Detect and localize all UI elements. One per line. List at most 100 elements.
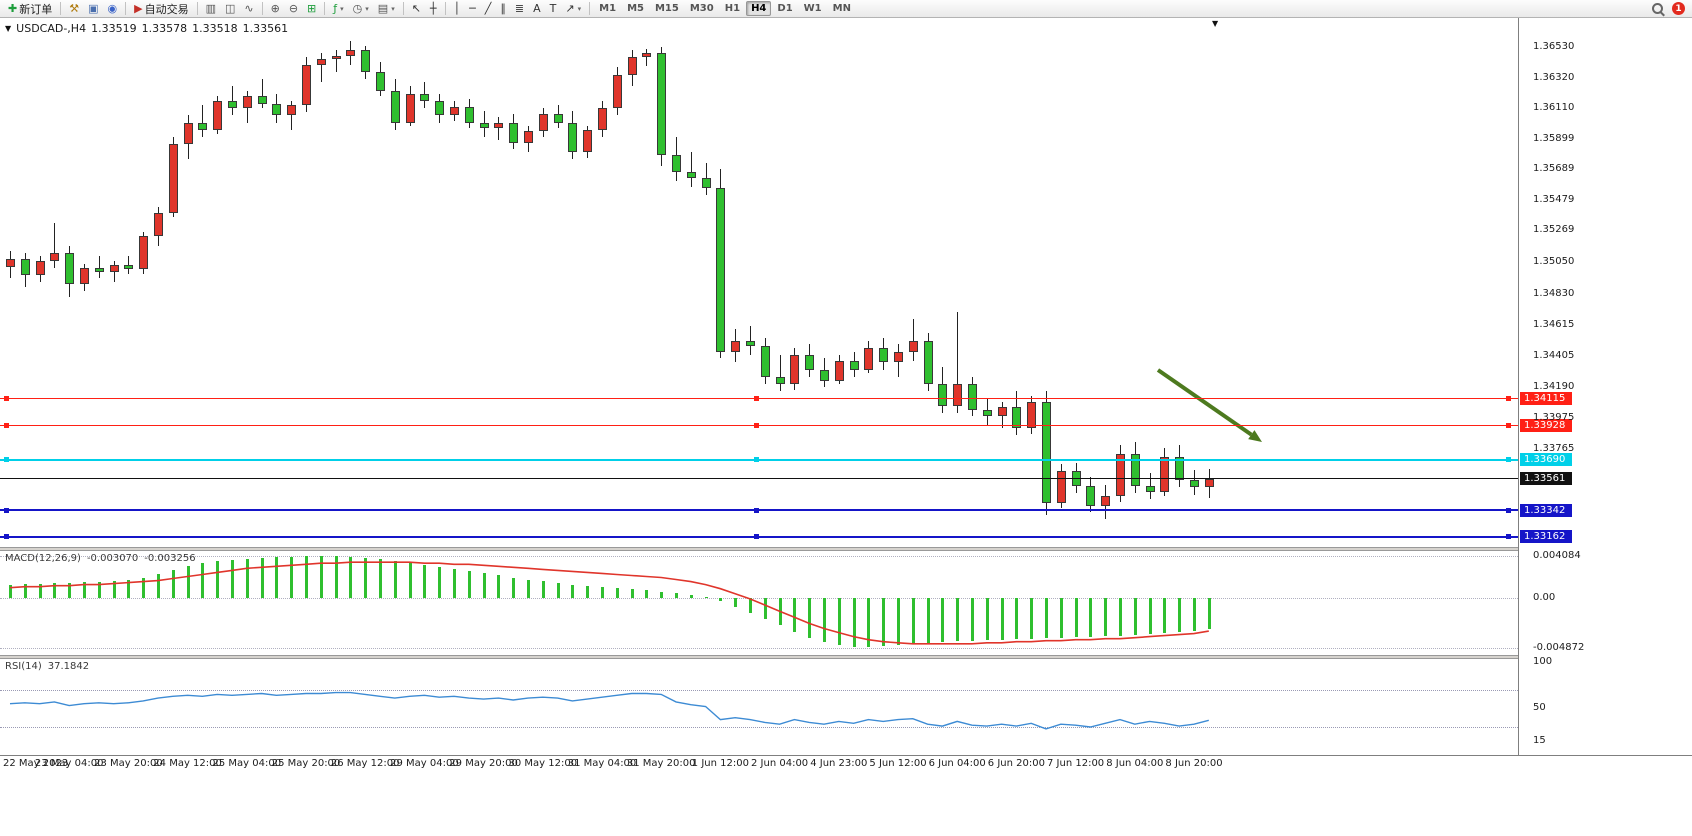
- new-chart-button[interactable]: ▣: [84, 0, 102, 18]
- trend-arrow-object[interactable]: [0, 18, 1518, 547]
- zoom-in-button[interactable]: ⊕: [267, 0, 284, 18]
- line-handle[interactable]: [1506, 457, 1511, 463]
- pane-separator[interactable]: [0, 655, 1692, 659]
- notification-badge[interactable]: 1: [1672, 2, 1685, 15]
- horizontal-line-object[interactable]: [0, 397, 1518, 399]
- price-tag: 1.33690: [1520, 453, 1572, 467]
- horizontal-line-object[interactable]: [0, 458, 1518, 461]
- macd-histogram-bar: [453, 569, 456, 598]
- price-axis-label: 1.34830: [1533, 288, 1575, 300]
- tf-button-m1[interactable]: M1: [599, 3, 617, 14]
- line-handle[interactable]: [1506, 422, 1511, 428]
- candle: [228, 100, 237, 109]
- macd-histogram-bar: [157, 574, 160, 598]
- macd-axis-label: -0.004872: [1533, 641, 1585, 653]
- zoom-out-button[interactable]: ⊖: [285, 0, 302, 18]
- candle: [390, 90, 400, 123]
- chart-tools-button[interactable]: ⚒: [65, 0, 83, 18]
- tf-button-m5[interactable]: M5: [627, 3, 644, 14]
- text-icon: A: [533, 1, 541, 15]
- macd-pane[interactable]: MACD(12,26,9) -0.003070 -0.003256: [0, 551, 1518, 655]
- candle: [746, 340, 755, 347]
- pane-separator[interactable]: [0, 547, 1692, 551]
- one-click-trading-toggle[interactable]: ▼: [5, 23, 12, 33]
- channel-button[interactable]: ∥: [496, 0, 510, 18]
- macd-histogram-bar: [364, 558, 368, 598]
- macd-histogram-bar: [985, 597, 989, 640]
- search-icon[interactable]: [1652, 3, 1663, 14]
- tf-button-m15[interactable]: M15: [654, 3, 679, 14]
- line-handle[interactable]: [754, 534, 759, 540]
- time-axis[interactable]: 22 May 2023 23 May 04:00 23 May 20:00 24 Ma…: [0, 755, 1692, 773]
- templates-button[interactable]: ▤ ▾: [374, 0, 399, 18]
- crosshair-button[interactable]: ┼: [426, 0, 441, 18]
- macd-axis-label: 0.004084: [1533, 550, 1581, 562]
- chart-shift-marker[interactable]: ▼: [1212, 19, 1219, 28]
- candle-wick: [320, 52, 322, 82]
- toolbar-separator: [444, 2, 446, 15]
- line-handle[interactable]: [754, 422, 759, 428]
- price-axis[interactable]: 1.34115 1.33928 1.33690 1.33561 1.33342 1.331…: [1518, 18, 1692, 755]
- indicators-button[interactable]: ƒ ▾: [329, 0, 347, 18]
- line-handle[interactable]: [4, 507, 9, 513]
- tf-button-mn[interactable]: MN: [832, 3, 851, 14]
- horizontal-line-object[interactable]: [0, 535, 1518, 538]
- macd-axis-label: 0.00: [1533, 591, 1556, 603]
- line-handle[interactable]: [754, 507, 759, 513]
- tf-button-h4[interactable]: H4: [746, 1, 772, 16]
- trendline-button[interactable]: ╱: [481, 0, 496, 18]
- text-button[interactable]: A: [529, 0, 545, 18]
- macd-histogram-bar: [956, 597, 960, 641]
- bar-chart-button[interactable]: ▥: [202, 0, 220, 18]
- macd-histogram-bar: [201, 563, 205, 598]
- line-handle[interactable]: [1506, 507, 1511, 513]
- arrows-button[interactable]: ↗ ▾: [561, 0, 585, 18]
- candle: [612, 74, 622, 109]
- candlestick-chart-button[interactable]: ◫: [221, 0, 239, 18]
- candle: [346, 49, 356, 56]
- line-chart-button[interactable]: ∿: [240, 0, 257, 18]
- candle: [805, 355, 815, 370]
- horizontal-line-object[interactable]: [0, 509, 1518, 512]
- profiles-button[interactable]: ◉: [104, 0, 122, 18]
- tf-button-h1[interactable]: H1: [724, 3, 741, 14]
- time-axis-label: 22 May 2023: [3, 758, 69, 769]
- horizontal-line-button[interactable]: ─: [465, 0, 480, 18]
- tf-button-m30[interactable]: M30: [689, 3, 714, 14]
- new-order-button[interactable]: ✚ 新订单: [4, 0, 56, 18]
- auto-trading-button[interactable]: ▶ 自动交易: [130, 0, 192, 18]
- main-chart-pane[interactable]: ▼ USDCAD-,H4 1.33519 1.33578 1.33518 1.3…: [0, 18, 1518, 547]
- macd-histogram-bar: [541, 580, 545, 598]
- toolbar-separator: [589, 2, 591, 15]
- line-handle[interactable]: [4, 395, 9, 401]
- vertical-line-button[interactable]: │: [450, 0, 465, 18]
- candle: [124, 265, 134, 270]
- line-handle[interactable]: [754, 395, 759, 401]
- time-axis-label: 25 May 04:00: [212, 758, 282, 769]
- macd-histogram-bar: [423, 565, 427, 598]
- time-axis-label: 6 Jun 04:00: [928, 758, 986, 769]
- line-handle[interactable]: [1506, 534, 1511, 540]
- line-handle[interactable]: [754, 457, 759, 463]
- macd-histogram-bar: [1119, 597, 1122, 636]
- rsi-pane[interactable]: RSI(14) 37.1842: [0, 659, 1518, 755]
- text-label-button[interactable]: T: [546, 0, 561, 18]
- candle: [686, 172, 696, 178]
- macd-histogram-bar: [1030, 597, 1034, 639]
- time-axis-label: 29 May 20:00: [449, 758, 518, 769]
- line-handle[interactable]: [4, 422, 9, 428]
- fibonacci-button[interactable]: ≣: [511, 0, 528, 18]
- macd-histogram-bar: [112, 580, 116, 598]
- tf-button-w1[interactable]: W1: [803, 3, 822, 14]
- periods-button[interactable]: ◷ ▾: [349, 0, 373, 18]
- line-handle[interactable]: [4, 457, 9, 463]
- horizontal-line-object[interactable]: [0, 424, 1518, 426]
- tile-windows-button[interactable]: ⊞: [303, 0, 320, 18]
- line-handle[interactable]: [4, 534, 9, 540]
- candle: [1160, 456, 1170, 492]
- line-handle[interactable]: [1506, 395, 1511, 401]
- tf-button-d1[interactable]: D1: [777, 3, 793, 14]
- candle: [879, 347, 889, 363]
- cursor-button[interactable]: ↖: [408, 0, 425, 18]
- candle: [968, 384, 977, 411]
